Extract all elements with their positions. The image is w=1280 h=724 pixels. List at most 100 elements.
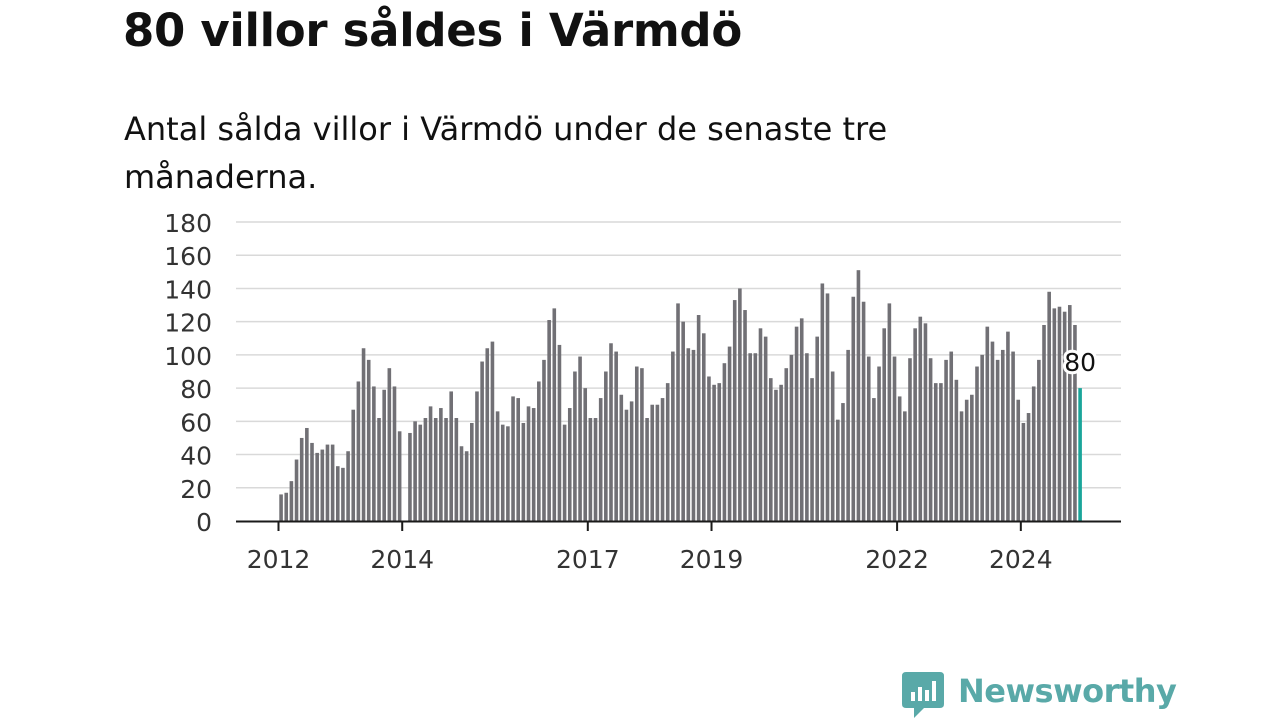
bar <box>933 383 938 521</box>
bar <box>820 283 825 521</box>
bar <box>923 323 928 521</box>
bar <box>294 459 299 521</box>
bar <box>531 408 536 521</box>
bar <box>356 381 361 521</box>
y-tick-label: 0 <box>196 508 212 537</box>
bar <box>299 437 304 521</box>
bar <box>774 389 778 521</box>
y-tick-label: 140 <box>164 275 212 304</box>
bar <box>351 409 356 521</box>
bar <box>552 308 557 521</box>
bar <box>954 379 959 521</box>
bar <box>928 358 933 521</box>
bar <box>470 422 474 521</box>
bar <box>387 368 392 521</box>
bar <box>701 333 706 521</box>
bar <box>495 411 500 521</box>
bar <box>1000 349 1005 521</box>
bar <box>1026 413 1031 521</box>
bar <box>433 418 438 521</box>
bar <box>665 383 670 521</box>
bar <box>366 359 371 521</box>
bar <box>825 293 830 521</box>
bar <box>1047 291 1051 521</box>
x-tick-label: 2022 <box>865 545 929 574</box>
bar <box>284 492 289 521</box>
newsworthy-logo-text: Newsworthy <box>958 672 1177 710</box>
bar <box>722 363 727 521</box>
bar <box>944 359 948 521</box>
chart-subtitle: Antal sålda villor i Värmdö under de sen… <box>124 110 888 196</box>
bar <box>325 444 330 521</box>
bar <box>856 270 861 521</box>
bar <box>970 394 974 521</box>
bar <box>392 386 397 521</box>
bar <box>423 418 428 521</box>
bar-series <box>279 270 1082 521</box>
bar <box>655 404 660 521</box>
bar <box>836 419 840 521</box>
y-tick-label: 60 <box>180 408 212 437</box>
bar <box>619 394 624 521</box>
bar <box>707 376 711 521</box>
bar <box>995 359 1000 521</box>
bar <box>500 424 505 521</box>
bar <box>1062 311 1067 521</box>
bar <box>727 346 732 521</box>
bar <box>763 336 768 521</box>
bar <box>799 318 804 521</box>
bar <box>330 444 335 521</box>
bar <box>490 341 495 521</box>
bar <box>624 409 629 521</box>
x-tick-label: 2012 <box>247 545 311 574</box>
bar <box>413 421 417 521</box>
bar <box>1057 306 1062 521</box>
bar <box>418 424 423 521</box>
bar <box>743 310 747 521</box>
bar <box>918 316 923 521</box>
bar <box>660 398 665 521</box>
bar <box>866 356 871 521</box>
bar <box>372 386 376 521</box>
bar <box>985 326 990 521</box>
bar <box>1052 308 1057 521</box>
bar <box>578 356 582 521</box>
bar <box>645 418 649 521</box>
y-tick-label: 120 <box>164 309 212 338</box>
annotation: 80 <box>1061 345 1099 380</box>
bar <box>671 351 675 521</box>
bar <box>779 384 783 521</box>
bar <box>377 418 381 521</box>
y-tick-label: 100 <box>164 342 212 371</box>
bar <box>444 418 448 521</box>
bar <box>1042 324 1046 521</box>
bar <box>913 328 917 521</box>
bar <box>784 368 789 521</box>
bar <box>1021 422 1026 521</box>
bar <box>464 451 469 521</box>
y-tick-label: 180 <box>164 209 212 238</box>
bar <box>1031 386 1036 521</box>
bar <box>1037 359 1041 521</box>
bar <box>1016 399 1021 521</box>
bar <box>681 321 685 521</box>
x-tick-label: 2017 <box>556 545 620 574</box>
bar <box>789 354 794 521</box>
x-tick-label: 2014 <box>370 545 434 574</box>
bar <box>846 349 850 521</box>
bar <box>861 301 866 521</box>
bar <box>480 361 484 521</box>
bar <box>830 371 835 521</box>
bar <box>573 371 577 521</box>
bar <box>732 300 737 521</box>
bar <box>975 366 979 521</box>
bar <box>449 391 453 521</box>
bar <box>1073 324 1077 521</box>
y-tick-label: 40 <box>180 442 212 471</box>
bar <box>908 358 912 521</box>
bar <box>506 426 510 521</box>
newsworthy-logo: Newsworthy <box>902 670 1177 720</box>
bar <box>485 348 490 521</box>
bar <box>526 406 531 521</box>
